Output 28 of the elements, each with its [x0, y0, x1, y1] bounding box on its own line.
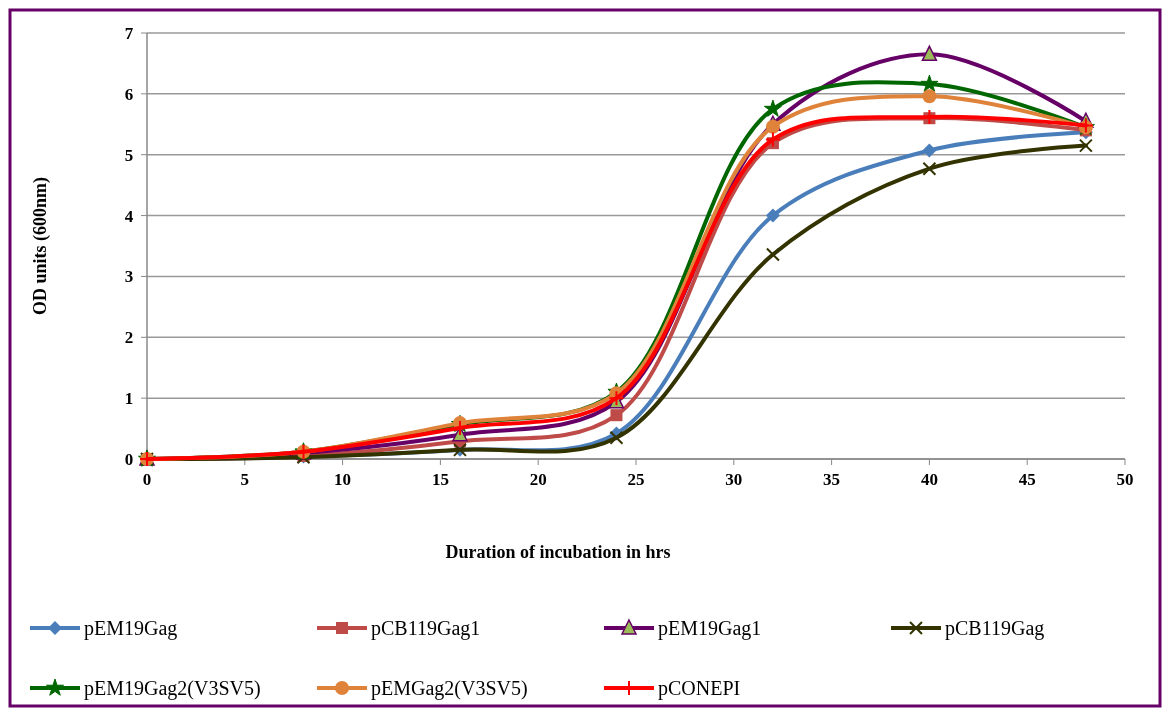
x-tick-label: 25 [627, 470, 645, 489]
legend-label: pEM19Gag2(V3SV5) [84, 677, 261, 700]
legend-label: pCB119Gag [945, 617, 1045, 640]
x-tick-label: 30 [725, 470, 743, 489]
y-tick-label: 5 [124, 145, 134, 165]
x-tick-label: 0 [142, 470, 152, 489]
x-tick-label: 20 [529, 470, 547, 489]
y-tick-label: 3 [124, 267, 134, 287]
y-tick-label: 7 [124, 23, 134, 43]
x-axis-title: Duration of incubation in hrs [445, 542, 671, 562]
y-tick-label: 6 [124, 84, 134, 104]
legend-label: pEMGag2(V3SV5) [371, 677, 528, 700]
legend-label: pCONEPI [658, 677, 741, 700]
legend-label: pCB119Gag1 [371, 617, 481, 640]
x-tick-label: 10 [334, 470, 352, 489]
legend-label: pEM19Gag1 [658, 617, 762, 640]
y-tick-label: 4 [124, 206, 134, 226]
x-tick-label: 35 [823, 470, 841, 489]
y-axis-title: OD units (600nm) [30, 176, 51, 316]
x-tick-label: 15 [431, 470, 449, 489]
x-tick-label: 45 [1018, 470, 1036, 489]
y-tick-label: 0 [124, 449, 134, 469]
y-tick-label: 2 [124, 328, 134, 348]
legend-label: pEM19Gag [84, 617, 178, 640]
x-tick-label: 40 [920, 470, 938, 489]
y-tick-label: 1 [124, 389, 134, 409]
x-tick-label: 5 [240, 470, 250, 489]
x-tick-label: 50 [1116, 470, 1134, 489]
